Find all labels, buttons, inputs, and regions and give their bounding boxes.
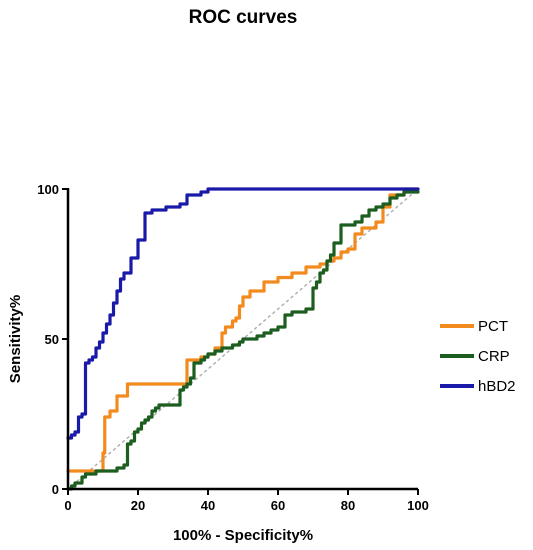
y-tick-label: 100: [37, 182, 59, 197]
x-tick-label: 0: [64, 498, 71, 513]
legend-label-pct: PCT: [478, 318, 508, 335]
chart-title: ROC curves: [189, 7, 298, 28]
x-ticks: 0 20 40 60 80 100: [64, 489, 429, 513]
y-tick-label: 0: [52, 482, 59, 497]
y-axis-title: Sensitivity%: [7, 295, 24, 383]
x-tick-label: 40: [201, 498, 215, 513]
x-tick-label: 100: [407, 498, 429, 513]
series-line-pct: [66, 187, 420, 473]
x-tick-label: 80: [341, 498, 355, 513]
plot-area: [66, 187, 420, 491]
y-ticks: 0 50 100: [37, 182, 68, 497]
series-line-hbd2: [66, 187, 420, 440]
legend: PCT CRP hBD2: [440, 318, 516, 395]
y-tick-label: 50: [45, 332, 59, 347]
x-axis: 0 20 40 60 80 100 100% - Specificity%: [64, 487, 429, 544]
x-tick-label: 20: [131, 498, 145, 513]
y-axis: 0 50 100 Sensitivity%: [7, 182, 70, 497]
x-axis-title: 100% - Specificity%: [173, 527, 313, 544]
legend-label-hbd2: hBD2: [478, 378, 516, 395]
x-tick-label: 60: [271, 498, 285, 513]
legend-label-crp: CRP: [478, 348, 510, 365]
series-line-crp: [66, 190, 420, 491]
